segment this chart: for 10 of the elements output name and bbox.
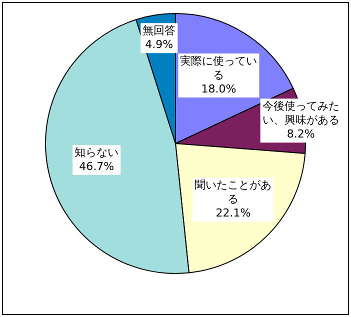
data-label: 8.2% — [286, 127, 315, 140]
data-label: 46.7% — [79, 160, 114, 173]
data-label: 18.0% — [201, 82, 236, 96]
slice-label: 知らない — [74, 146, 119, 159]
slice-label: 聞いたことがある — [194, 178, 272, 206]
slice-label: 実際に使っている — [180, 54, 258, 82]
slice-label: 無回答 — [142, 24, 176, 38]
slice-label: 今後使ってみたい、興味がある — [262, 99, 340, 126]
data-label: 4.9% — [145, 38, 174, 52]
data-label: 22.1% — [216, 206, 251, 220]
